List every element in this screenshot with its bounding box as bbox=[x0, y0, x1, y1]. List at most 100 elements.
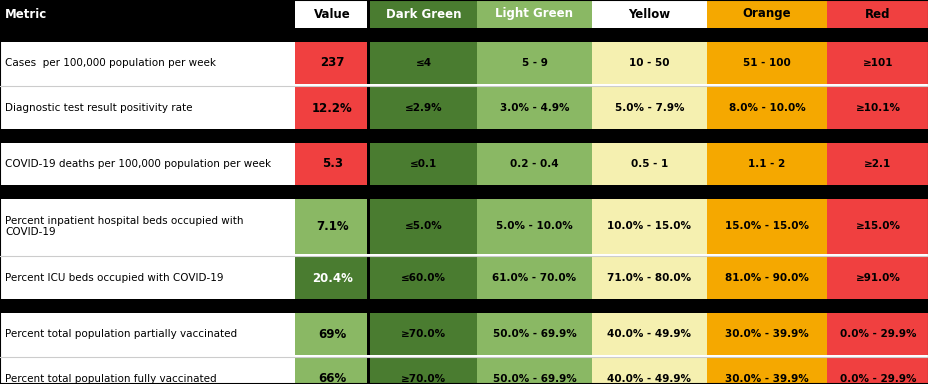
Text: ≤2.9%: ≤2.9% bbox=[405, 103, 442, 113]
Text: 12.2%: 12.2% bbox=[312, 101, 353, 114]
Text: Percent ICU beds occupied with COVID-19: Percent ICU beds occupied with COVID-19 bbox=[5, 273, 224, 283]
Text: 5.0% - 10.0%: 5.0% - 10.0% bbox=[496, 222, 573, 232]
Bar bbox=[591, 0, 706, 28]
Bar bbox=[369, 42, 476, 84]
Text: ≤60.0%: ≤60.0% bbox=[401, 273, 445, 283]
Bar bbox=[0, 185, 928, 199]
Text: Yellow: Yellow bbox=[627, 8, 670, 20]
Bar bbox=[591, 313, 706, 355]
Text: 0.5 - 1: 0.5 - 1 bbox=[630, 159, 667, 169]
Bar bbox=[591, 87, 706, 129]
Bar bbox=[706, 87, 826, 129]
Bar bbox=[706, 199, 826, 254]
Text: 5.0% - 7.9%: 5.0% - 7.9% bbox=[614, 103, 684, 113]
Text: 30.0% - 39.9%: 30.0% - 39.9% bbox=[725, 329, 808, 339]
Bar bbox=[369, 313, 476, 355]
Bar bbox=[369, 257, 476, 299]
Text: 20.4%: 20.4% bbox=[312, 271, 353, 285]
Bar bbox=[826, 143, 928, 185]
Text: 10.0% - 15.0%: 10.0% - 15.0% bbox=[607, 222, 690, 232]
Bar bbox=[826, 0, 928, 28]
Text: 0.2 - 0.4: 0.2 - 0.4 bbox=[509, 159, 559, 169]
Bar bbox=[826, 199, 928, 254]
Bar bbox=[295, 257, 369, 299]
Bar bbox=[476, 87, 591, 129]
Bar bbox=[295, 42, 369, 84]
Text: ≥2.1: ≥2.1 bbox=[863, 159, 891, 169]
Bar bbox=[476, 42, 591, 84]
Bar bbox=[706, 313, 826, 355]
Text: 10 - 50: 10 - 50 bbox=[628, 58, 669, 68]
Bar bbox=[295, 87, 369, 129]
Bar bbox=[826, 42, 928, 84]
Bar bbox=[826, 257, 928, 299]
Bar bbox=[367, 257, 369, 299]
Text: 5 - 9: 5 - 9 bbox=[521, 58, 547, 68]
Text: Red: Red bbox=[864, 8, 890, 20]
Bar bbox=[826, 313, 928, 355]
Bar bbox=[367, 0, 369, 28]
Bar bbox=[0, 257, 295, 299]
Text: Orange: Orange bbox=[741, 8, 791, 20]
Bar bbox=[591, 257, 706, 299]
Bar bbox=[0, 28, 928, 42]
Text: 30.0% - 39.9%: 30.0% - 39.9% bbox=[725, 374, 808, 384]
Text: 7.1%: 7.1% bbox=[316, 220, 348, 233]
Text: Value: Value bbox=[314, 8, 351, 20]
Text: 1.1 - 2: 1.1 - 2 bbox=[748, 159, 785, 169]
Bar bbox=[0, 358, 295, 384]
Text: 5.3: 5.3 bbox=[322, 157, 342, 170]
Bar bbox=[0, 129, 928, 143]
Text: ≤5.0%: ≤5.0% bbox=[405, 222, 442, 232]
Bar bbox=[826, 358, 928, 384]
Text: ≥15.0%: ≥15.0% bbox=[855, 222, 899, 232]
Bar bbox=[367, 87, 369, 129]
Bar bbox=[706, 0, 826, 28]
Bar bbox=[367, 358, 369, 384]
Text: ≥91.0%: ≥91.0% bbox=[855, 273, 899, 283]
Bar bbox=[476, 199, 591, 254]
Text: 66%: 66% bbox=[318, 372, 346, 384]
Bar bbox=[0, 87, 295, 129]
Bar bbox=[476, 313, 591, 355]
Bar bbox=[369, 143, 476, 185]
Bar bbox=[591, 143, 706, 185]
Bar bbox=[591, 42, 706, 84]
Bar bbox=[369, 358, 476, 384]
Text: Diagnostic test result positivity rate: Diagnostic test result positivity rate bbox=[5, 103, 192, 113]
Bar bbox=[706, 257, 826, 299]
Bar bbox=[295, 0, 369, 28]
Bar bbox=[591, 199, 706, 254]
Bar bbox=[476, 257, 591, 299]
Text: 50.0% - 69.9%: 50.0% - 69.9% bbox=[492, 374, 575, 384]
Bar bbox=[826, 87, 928, 129]
Bar bbox=[0, 299, 928, 313]
Text: 237: 237 bbox=[320, 56, 344, 70]
Bar bbox=[295, 199, 369, 254]
Bar bbox=[0, 313, 295, 355]
Bar bbox=[367, 199, 369, 254]
Text: 61.0% - 70.0%: 61.0% - 70.0% bbox=[492, 273, 576, 283]
Text: 51 - 100: 51 - 100 bbox=[742, 58, 790, 68]
Text: ≥10.1%: ≥10.1% bbox=[855, 103, 899, 113]
Text: 81.0% - 90.0%: 81.0% - 90.0% bbox=[724, 273, 808, 283]
Text: Percent total population partially vaccinated: Percent total population partially vacci… bbox=[5, 329, 237, 339]
Text: ≤0.1: ≤0.1 bbox=[409, 159, 437, 169]
Bar bbox=[706, 358, 826, 384]
Bar bbox=[706, 143, 826, 185]
Text: 15.0% - 15.0%: 15.0% - 15.0% bbox=[724, 222, 808, 232]
Text: 40.0% - 49.9%: 40.0% - 49.9% bbox=[607, 329, 690, 339]
Bar bbox=[0, 0, 295, 28]
Bar bbox=[476, 358, 591, 384]
Bar bbox=[295, 143, 369, 185]
Text: ≥70.0%: ≥70.0% bbox=[401, 374, 445, 384]
Text: Metric: Metric bbox=[5, 8, 47, 20]
Text: 40.0% - 49.9%: 40.0% - 49.9% bbox=[607, 374, 690, 384]
Bar bbox=[367, 42, 369, 84]
Text: Percent inpatient hospital beds occupied with
COVID-19: Percent inpatient hospital beds occupied… bbox=[5, 216, 243, 237]
Text: ≥101: ≥101 bbox=[862, 58, 893, 68]
Text: Percent total population fully vaccinated: Percent total population fully vaccinate… bbox=[5, 374, 216, 384]
Text: ≥70.0%: ≥70.0% bbox=[401, 329, 445, 339]
Bar bbox=[591, 358, 706, 384]
Bar bbox=[476, 0, 591, 28]
